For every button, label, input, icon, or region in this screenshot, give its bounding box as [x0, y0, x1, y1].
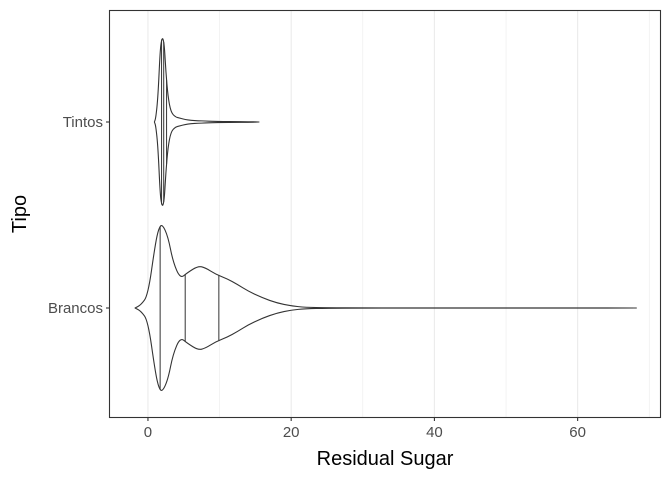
panel-border — [108, 9, 662, 419]
violin-brancos — [134, 225, 637, 391]
y-tick-label-brancos: Brancos — [48, 300, 103, 317]
y-axis-title: Tipo — [9, 195, 31, 233]
y-axis: Tintos Brancos — [48, 114, 110, 317]
y-tick-label-tintos: Tintos — [63, 114, 103, 131]
x-tick-label: 0 — [144, 424, 152, 441]
x-tick-label: 20 — [283, 424, 300, 441]
violins — [134, 38, 637, 391]
grid-lines — [147, 11, 650, 417]
x-axis-title: Residual Sugar — [317, 448, 454, 470]
x-tick-label: 40 — [426, 424, 443, 441]
x-axis: 0 20 40 60 — [144, 417, 586, 441]
violin-tintos — [153, 38, 260, 206]
x-tick-label: 60 — [569, 424, 586, 441]
